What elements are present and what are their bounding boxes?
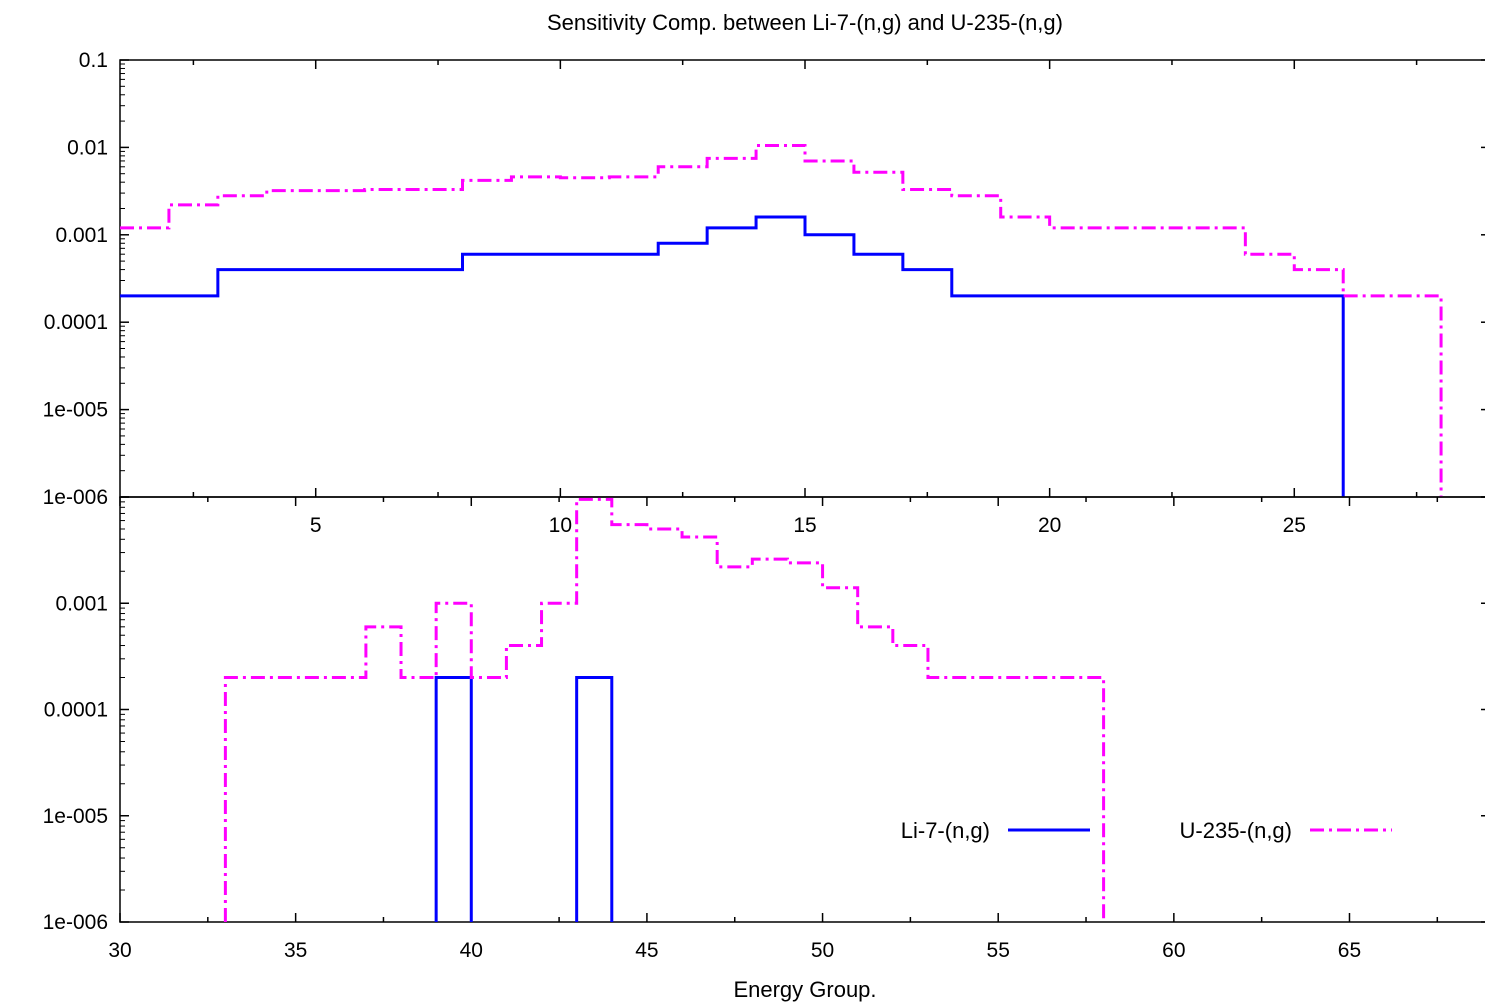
y-tick-label: 0.1 [79, 49, 108, 72]
top-series [120, 144, 1443, 497]
x-tick-label: 60 [1162, 939, 1185, 962]
x-tick-label: 15 [793, 514, 816, 537]
x-tick-label: 35 [284, 939, 307, 962]
bottom-plot-frame [119, 496, 1485, 923]
series-line-u-235-n-g [223, 497, 1106, 922]
y-tick-label: 1e-005 [43, 399, 108, 422]
y-tick-label: 1e-005 [43, 805, 108, 828]
legend: Li-7-(n,g) U-235-(n,g) [901, 818, 1392, 843]
y-tick-label: 0.001 [55, 592, 108, 615]
x-tick-label: 30 [108, 939, 131, 962]
top-panel: 0.1 0.01 0.001 0.0001 1e-005 1e-006 5 10 15 20 25 [43, 49, 1485, 537]
x-tick-label: 45 [635, 939, 658, 962]
y-tick-label: 0.0001 [44, 699, 108, 722]
x-axis-label: Energy Group. [733, 977, 876, 1002]
y-tick-label: 0.001 [55, 224, 108, 247]
x-tick-label: 55 [987, 939, 1010, 962]
y-tick-label: 1e-006 [43, 911, 108, 934]
y-tick-label: 0.01 [67, 136, 108, 159]
y-tick-label: 0.0001 [44, 311, 108, 334]
bottom-series [223, 497, 1106, 922]
x-tick-label: 10 [549, 514, 572, 537]
x-tick-label: 20 [1038, 514, 1061, 537]
x-tick-label: 50 [811, 939, 834, 962]
top-axis-ticks: 0.1 0.01 0.001 0.0001 1e-005 1e-006 5 10 15 20 25 [43, 49, 1485, 537]
legend-label-li7: Li-7-(n,g) [901, 818, 990, 843]
x-tick-label: 65 [1338, 939, 1361, 962]
y-tick-label: 1e-006 [43, 486, 108, 509]
top-plot-frame [119, 59, 1485, 498]
x-tick-label: 25 [1283, 514, 1306, 537]
x-tick-label: 40 [460, 939, 483, 962]
series-line-li-7-n-g [434, 676, 473, 922]
series-line-u-235-n-g [120, 144, 1443, 497]
legend-label-u235: U-235-(n,g) [1180, 818, 1292, 843]
x-tick-label: 5 [310, 514, 322, 537]
series-line-li-7-n-g [575, 676, 614, 922]
series-line-li-7-n-g [120, 215, 1345, 497]
chart-title: Sensitivity Comp. between Li-7-(n,g) and… [547, 10, 1063, 35]
